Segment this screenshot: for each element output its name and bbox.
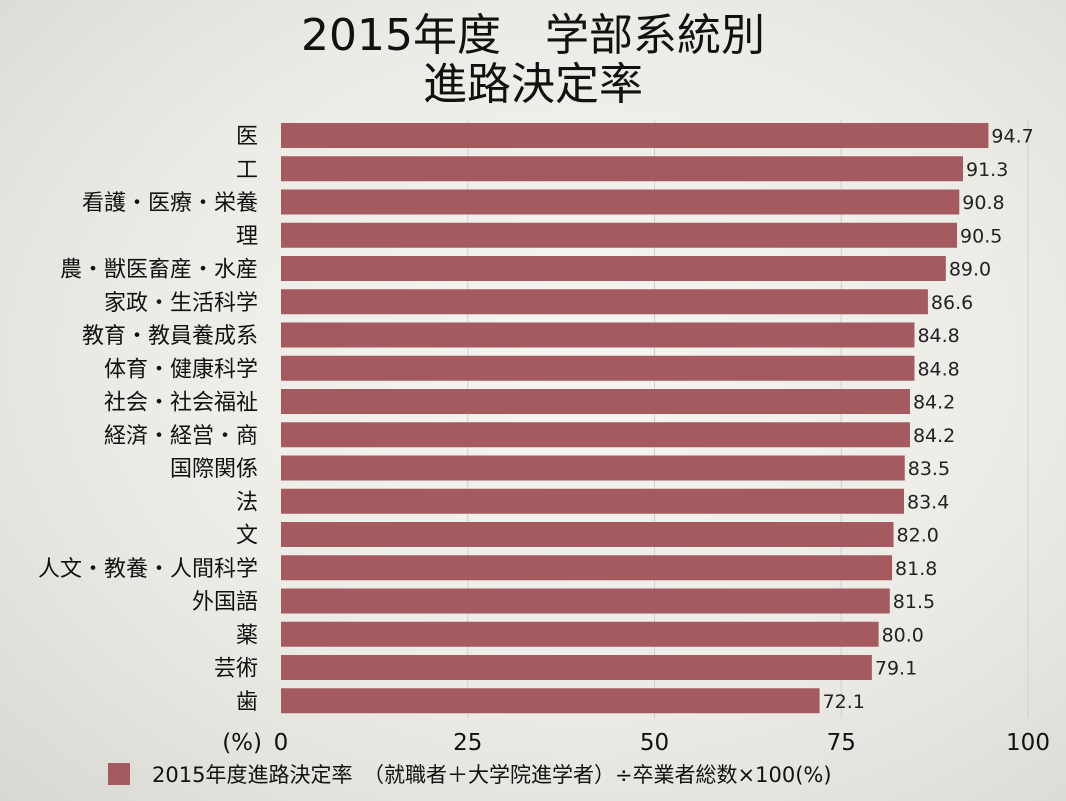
bar [281, 588, 890, 614]
legend-swatch [108, 763, 130, 785]
bar [281, 222, 958, 248]
bar-group: 医 94.7 工 91.3 看護・医療・栄養 90.8 理 90.5 農・獣医畜産・水産 89.0… [38, 123, 1034, 715]
x-axis-unit-label: (%) [222, 730, 262, 756]
category-label: 医 [236, 125, 258, 150]
category-label: 経済・経営・商 [104, 424, 258, 449]
bar [281, 422, 910, 448]
bar [281, 256, 946, 281]
data-label: 83.5 [908, 458, 950, 480]
bar [281, 455, 905, 481]
category-label: 工 [236, 158, 258, 183]
bar [281, 555, 893, 581]
category-label: 外国語 [192, 590, 258, 615]
data-label: 79.1 [875, 658, 917, 680]
data-label: 81.5 [893, 591, 935, 613]
legend: 2015年度進路決定率 （就職者＋大学院進学者）÷卒業者総数×100(%) [108, 763, 832, 787]
x-tick-label: 75 [827, 730, 856, 756]
data-label: 84.2 [913, 425, 955, 447]
data-label: 84.8 [917, 325, 959, 347]
category-label: 教育・教員養成系 [82, 324, 258, 349]
data-label: 89.0 [949, 259, 991, 281]
data-label: 82.0 [897, 525, 939, 547]
data-label: 81.8 [895, 558, 937, 580]
category-label: 歯 [236, 690, 258, 715]
bar [281, 289, 928, 315]
x-tick-label: 25 [453, 730, 482, 756]
data-label: 90.5 [960, 225, 1002, 247]
data-label: 83.4 [907, 491, 949, 513]
bar [281, 156, 964, 182]
data-label: 86.6 [931, 292, 973, 314]
category-label: 体育・健康科学 [104, 357, 258, 382]
data-label: 84.8 [917, 358, 959, 380]
category-label: 理 [236, 224, 258, 249]
category-label: 社会・社会福祉 [104, 391, 258, 416]
category-label: 家政・生活科学 [104, 291, 258, 316]
bar [281, 688, 820, 714]
data-label: 72.1 [823, 691, 865, 713]
bar [281, 123, 989, 148]
data-label: 84.2 [913, 392, 955, 414]
x-tick-label: 50 [640, 730, 669, 756]
x-tick-label: 100 [1006, 730, 1050, 756]
bar [281, 621, 879, 647]
chart-title-line-1: 2015年度 学部系統別 [301, 10, 765, 61]
bar [281, 389, 910, 414]
data-label: 91.3 [966, 159, 1008, 181]
bar [281, 322, 915, 348]
category-label: 芸術 [214, 657, 258, 682]
bar [281, 522, 894, 547]
grid-lines [467, 120, 1029, 718]
bar [281, 655, 872, 680]
data-label: 80.0 [882, 624, 924, 646]
bar [281, 189, 960, 215]
bar [281, 355, 915, 381]
category-label: 国際関係 [170, 457, 258, 482]
category-label: 法 [236, 490, 258, 515]
data-label: 94.7 [991, 126, 1033, 148]
category-label: 薬 [236, 623, 258, 648]
category-label: 看護・医療・栄養 [82, 191, 258, 216]
chart-title-line-2: 進路決定率 [423, 59, 643, 110]
x-tick-label: 0 [274, 730, 289, 756]
x-axis: (%) 0 25 50 75 100 [222, 730, 1050, 756]
legend-label: 2015年度進路決定率 （就職者＋大学院進学者）÷卒業者総数×100(%) [152, 763, 832, 787]
category-label: 農・獣医畜産・水産 [60, 258, 258, 283]
data-label: 90.8 [962, 192, 1004, 214]
bar [281, 488, 904, 514]
category-label: 人文・教養・人間科学 [38, 557, 258, 582]
category-label: 文 [236, 524, 258, 549]
